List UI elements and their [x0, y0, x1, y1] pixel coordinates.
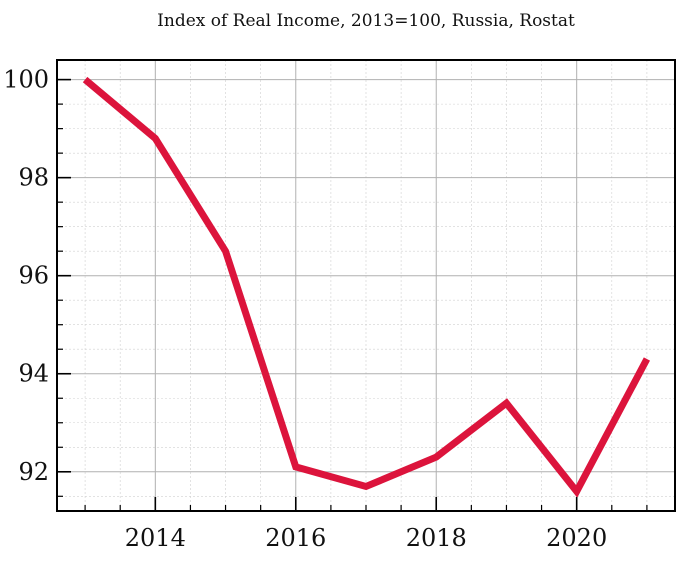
x-tick-label: 2016: [265, 524, 326, 552]
x-tick-label: 2018: [406, 524, 467, 552]
x-tick-labels: 2014 2016 2018 2020: [125, 524, 607, 552]
ticks-layer: [57, 80, 647, 511]
y-tick-label: 96: [18, 262, 49, 290]
y-tick-label: 94: [18, 360, 49, 388]
y-tick-label: 100: [3, 66, 49, 94]
y-tick-label: 98: [18, 164, 49, 192]
chart-title: Index of Real Income, 2013=100, Russia, …: [157, 11, 575, 31]
x-tick-label: 2014: [125, 524, 186, 552]
y-tick-labels: 92 94 96 98 100: [3, 66, 49, 486]
y-tick-label: 92: [18, 458, 49, 486]
x-tick-label: 2020: [546, 524, 607, 552]
minor-grid: [57, 60, 675, 511]
